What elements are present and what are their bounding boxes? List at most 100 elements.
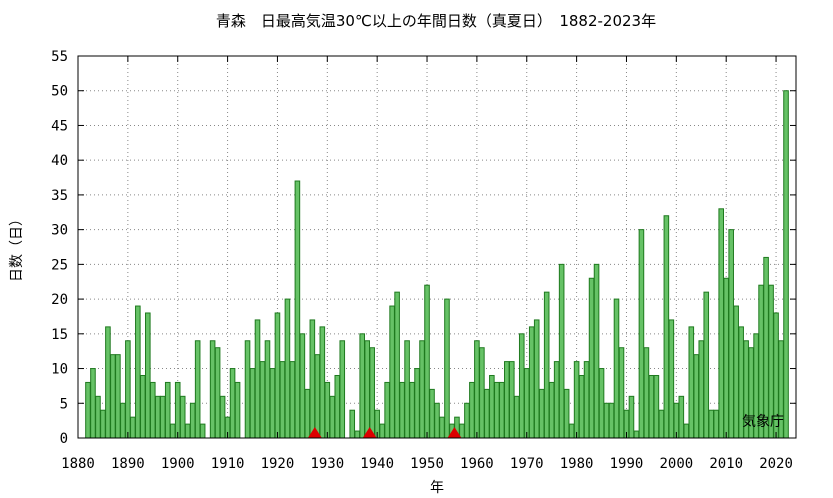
bar-1971 [528, 326, 535, 439]
y-tick-label: 5 [60, 396, 68, 412]
y-axis-label: 日数（日） [9, 212, 25, 282]
y-tick-label: 50 [51, 84, 68, 100]
x-tick-label: 1970 [510, 456, 544, 472]
bar-1964 [494, 381, 500, 439]
plot-frame [77, 55, 797, 439]
bar-1946 [404, 340, 410, 439]
bar-1962 [484, 388, 490, 439]
bar-1992 [633, 430, 640, 439]
bar-1982 [583, 361, 590, 439]
bar-1916 [254, 319, 261, 439]
bar-1896 [154, 395, 161, 439]
bar-1922 [284, 298, 291, 439]
bar-1908 [214, 347, 221, 439]
bar-1967 [508, 361, 515, 439]
markers [307, 427, 462, 438]
x-tick-label: 2010 [709, 456, 743, 472]
bar-1918 [264, 340, 271, 439]
bar-2001 [678, 395, 685, 439]
bar-1963 [489, 374, 495, 439]
x-tick-label: 1950 [410, 456, 444, 472]
bar-1947 [409, 381, 415, 439]
bar-2005 [698, 340, 705, 439]
bar-1965 [499, 381, 505, 439]
marker-triangle [447, 427, 462, 438]
bar-1951 [429, 388, 435, 439]
bar-1904 [194, 340, 201, 439]
bar-1925 [299, 333, 306, 439]
x-tick-label: 1980 [560, 456, 594, 472]
y-tick-label: 25 [51, 257, 68, 273]
bar-1921 [279, 361, 286, 439]
bar-1898 [164, 381, 171, 439]
bar-1970 [523, 368, 530, 439]
bar-2002 [683, 423, 690, 439]
x-tick-label: 1910 [211, 456, 245, 472]
bar-1936 [354, 430, 361, 439]
y-tick-label: 40 [51, 153, 68, 169]
bar-1973 [538, 388, 545, 439]
marker-triangle [362, 427, 377, 438]
bar-1941 [379, 423, 385, 439]
bar-1948 [414, 368, 420, 439]
marker-triangle [307, 427, 322, 438]
bar-1943 [389, 305, 395, 439]
bar-1897 [159, 395, 166, 439]
bar-1893 [140, 374, 146, 439]
y-tick-label: 0 [60, 431, 68, 447]
bar-1890 [125, 340, 131, 439]
x-tick-label: 1940 [360, 456, 394, 472]
bar-2012 [733, 305, 739, 439]
y-tick-label: 10 [51, 362, 68, 378]
bar-1988 [613, 298, 620, 439]
x-tick-label: 1880 [61, 456, 95, 472]
bar-1900 [174, 381, 181, 439]
y-tick-label: 55 [51, 49, 68, 65]
bar-1989 [618, 347, 625, 439]
bar-2006 [703, 291, 710, 439]
bar-1949 [419, 340, 425, 439]
y-tick-label: 15 [51, 327, 68, 343]
bar-1938 [364, 340, 370, 439]
x-tick-label: 1890 [111, 456, 145, 472]
bar-1891 [130, 416, 136, 439]
bar-2008 [713, 409, 720, 439]
bar-1912 [234, 381, 241, 439]
bar-1952 [434, 402, 440, 439]
bar-1953 [439, 416, 445, 439]
bar-1889 [120, 402, 126, 439]
bar-1919 [269, 368, 276, 439]
bar-1939 [369, 347, 375, 439]
bar-2003 [688, 326, 695, 439]
bar-1928 [314, 354, 321, 439]
x-tick-label: 1900 [161, 456, 195, 472]
bar-2009 [718, 208, 725, 439]
bar-1983 [588, 277, 595, 439]
bar-1929 [319, 326, 326, 439]
bar-1927 [309, 319, 316, 439]
credit-label: 気象庁 [742, 414, 784, 430]
bar-1972 [533, 319, 540, 439]
bar-1931 [329, 395, 336, 439]
bar-1959 [469, 381, 475, 439]
bar-1984 [593, 263, 600, 439]
bar-1902 [184, 423, 191, 439]
y-tick-label: 45 [51, 118, 68, 134]
bar-1894 [145, 312, 151, 439]
bars [85, 90, 789, 439]
bar-2010 [723, 277, 729, 439]
bar-1950 [424, 284, 430, 439]
y-tick-label: 30 [51, 223, 68, 239]
bar-1954 [444, 298, 450, 439]
bar-1969 [518, 333, 525, 439]
bar-1985 [598, 368, 605, 439]
bar-2018 [763, 256, 769, 439]
bar-1923 [289, 361, 296, 439]
bar-1885 [100, 409, 106, 439]
bar-1944 [394, 291, 400, 439]
bar-1924 [294, 180, 301, 439]
bar-1909 [219, 395, 226, 439]
bar-1958 [464, 402, 470, 439]
chart-title: 青森 日最高気温30℃以上の年間日数（真夏日） 1882-2023年 [216, 12, 656, 30]
bar-1976 [553, 361, 560, 439]
